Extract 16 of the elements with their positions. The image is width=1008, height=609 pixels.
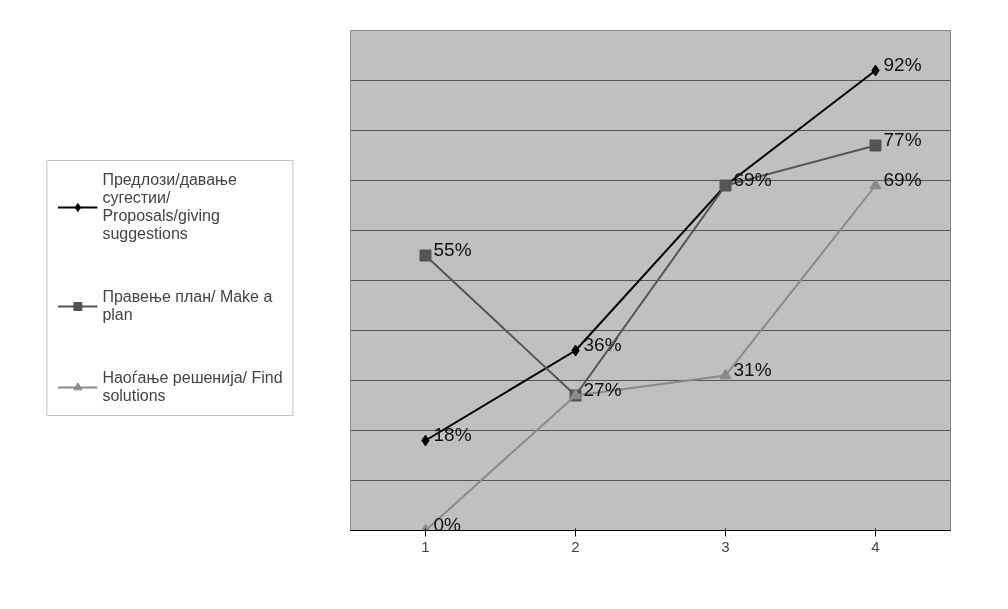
data-label: 31% — [733, 358, 772, 380]
x-tick-label: 4 — [871, 537, 880, 555]
data-label: 92% — [883, 53, 922, 75]
legend-label: Предлози/давање сугестии/ Proposals/giving suggestions — [102, 171, 237, 243]
x-tick-label: 1 — [421, 537, 430, 555]
legend-label: Наоѓање решенија/ Find solutions — [102, 369, 283, 405]
point — [419, 249, 432, 262]
data-label: 27% — [583, 378, 622, 400]
x-tick-label: 2 — [571, 537, 580, 555]
point — [869, 178, 882, 190]
data-label: 55% — [433, 238, 472, 260]
point — [869, 139, 882, 152]
legend-label: Правење план/ Make a plan — [102, 288, 273, 324]
x-tick-label: 3 — [721, 537, 730, 555]
point — [719, 368, 732, 380]
data-label: 77% — [883, 128, 922, 150]
